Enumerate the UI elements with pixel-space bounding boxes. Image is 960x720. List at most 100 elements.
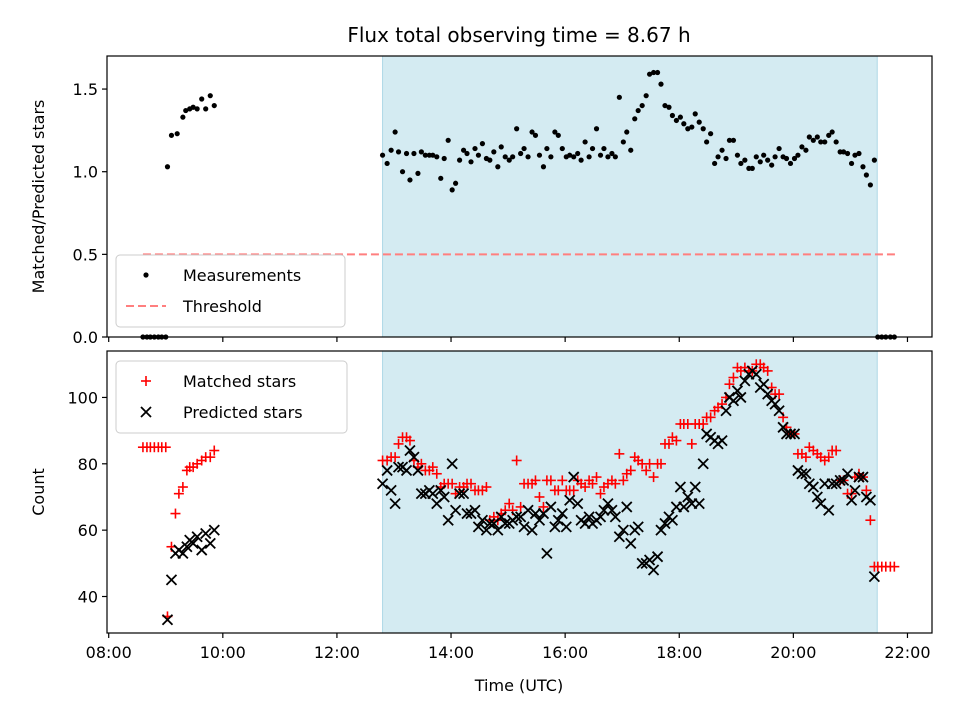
data-point: [753, 154, 759, 160]
data-point: [620, 139, 626, 145]
marker-stroke: [427, 488, 439, 500]
data-point: [538, 501, 549, 512]
marker-stroke: [191, 531, 203, 543]
data-point: [606, 504, 618, 516]
data-point: [403, 150, 410, 157]
marker-stroke: [415, 488, 428, 500]
data-point: [571, 154, 577, 160]
data-point: [617, 524, 629, 536]
data-point: [194, 106, 200, 112]
data-point: [389, 497, 401, 510]
data-point: [589, 145, 596, 152]
data-point: [536, 152, 543, 158]
data-point: [191, 531, 203, 543]
data-point: [655, 524, 667, 536]
data-point: [481, 482, 492, 493]
data-point: [534, 491, 545, 502]
x-tick: 12:00: [314, 633, 360, 662]
legend-box: [115, 360, 348, 434]
data-point: [609, 150, 615, 157]
series-measurements: [140, 69, 897, 340]
data-point: [700, 126, 706, 132]
data-point: [791, 155, 798, 162]
data-point: [445, 137, 451, 143]
marker-stroke: [739, 375, 751, 387]
marker-stroke: [602, 497, 614, 510]
data-point: [628, 147, 634, 153]
observing-window-band: [382, 55, 878, 338]
x-tick: 22:00: [884, 633, 931, 662]
marker-stroke: [788, 428, 801, 440]
y-tick-label: 0.5: [73, 245, 98, 264]
x-tick-label: 10:00: [200, 643, 246, 662]
data-point: [598, 504, 610, 516]
data-point: [774, 389, 785, 400]
data-point: [457, 488, 470, 500]
data-point: [422, 152, 428, 158]
marker-stroke: [762, 388, 774, 400]
y-tick-label: 80: [78, 455, 98, 474]
marker-stroke: [666, 514, 679, 526]
data-point: [540, 164, 547, 170]
data-point: [860, 164, 866, 170]
data-point: [164, 164, 171, 170]
data-point: [404, 444, 416, 457]
data-point: [431, 468, 442, 479]
data-point: [868, 570, 881, 583]
data-point: [639, 102, 645, 109]
data-point: [525, 154, 531, 160]
marker-stroke: [735, 391, 747, 404]
legend-entry: Predicted stars: [140, 403, 303, 422]
data-point: [636, 557, 648, 569]
data-point: [796, 468, 808, 480]
data-point: [602, 497, 614, 510]
x-tick-label: 18:00: [656, 643, 702, 662]
marker-stroke: [678, 501, 690, 513]
data-point: [697, 458, 709, 470]
data-point: [530, 475, 541, 486]
data-point: [395, 149, 402, 155]
marker-stroke: [472, 521, 485, 533]
x-tick-label: 20:00: [770, 643, 816, 662]
y-tick-label: 0.0: [73, 328, 98, 347]
data-point: [795, 152, 801, 158]
data-point: [811, 491, 823, 503]
data-point: [575, 150, 581, 157]
data-point: [484, 517, 496, 530]
marker-stroke: [442, 514, 454, 526]
data-point: [646, 71, 653, 77]
data-point: [749, 165, 755, 171]
y-tick-label: 1.5: [73, 80, 98, 99]
marker-stroke: [511, 511, 523, 523]
data-point: [587, 478, 598, 489]
marker-stroke: [499, 517, 511, 530]
x-tick-label: 16:00: [542, 643, 588, 662]
data-point: [468, 159, 474, 165]
data-point: [765, 157, 771, 163]
data-point: [568, 485, 579, 496]
data-point: [418, 149, 424, 155]
y-tick: 40: [78, 588, 107, 607]
data-point: [788, 428, 801, 440]
legend-label: Matched stars: [183, 372, 296, 391]
data-point: [209, 445, 220, 456]
marker-stroke: [682, 491, 694, 503]
marker-stroke: [457, 488, 470, 500]
data-point: [522, 504, 534, 516]
marker-stroke: [564, 494, 576, 506]
marker-stroke: [177, 547, 189, 560]
data-point: [708, 131, 714, 137]
data-point: [591, 472, 602, 483]
data-point: [203, 106, 209, 112]
data-point: [833, 139, 839, 145]
data-point: [549, 521, 561, 533]
marker-stroke: [187, 537, 199, 550]
marker-stroke: [453, 488, 466, 500]
marker-stroke: [837, 474, 850, 487]
legend-label: Threshold: [182, 297, 262, 316]
chart-title: Flux total observing time = 8.67 h: [347, 23, 690, 47]
marker-stroke: [469, 504, 481, 516]
data-point: [168, 132, 175, 138]
data-point: [476, 514, 489, 526]
x-tick-label: 14:00: [428, 643, 474, 662]
